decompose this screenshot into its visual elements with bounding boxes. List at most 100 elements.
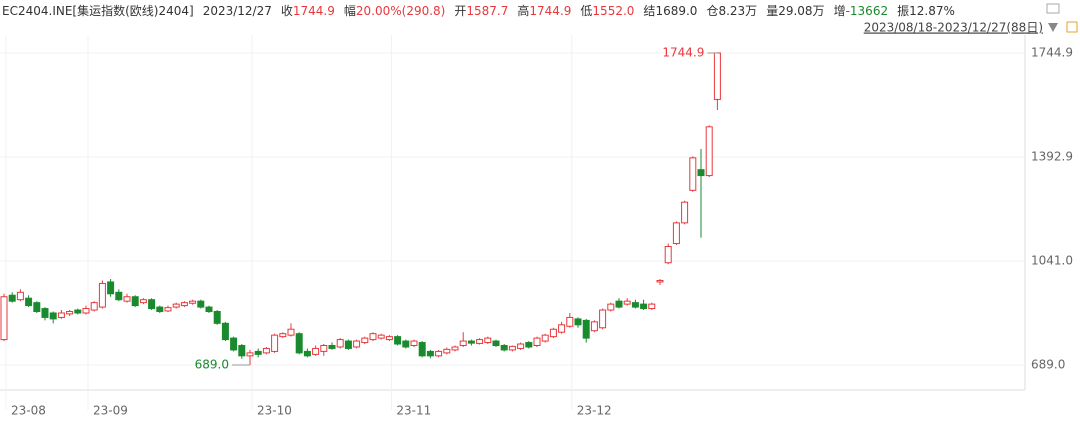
candle-body [492,340,500,346]
candle-body [66,311,74,315]
candle-body [681,201,689,224]
x-tick-label: 23-12 [577,404,612,418]
candle-body [221,322,229,341]
header-item: 幅20.00%(290.8) [344,4,446,18]
candle-body [295,333,303,354]
x-tick-label: 23-10 [257,404,292,418]
candle-body [517,343,525,349]
candle-body [312,347,320,355]
candle-body [148,299,156,310]
candle-body [271,334,279,352]
header-item: 结1689.0 [643,4,697,18]
candle-body [279,333,287,338]
candle-body [98,282,106,308]
candle-body [107,281,115,295]
header-label: 收 [280,4,293,18]
x-tick-label: 23-08 [11,404,46,418]
candle-body [525,342,533,348]
candle-body [90,302,98,311]
candle-body [500,344,508,351]
candle-body [402,340,410,348]
candle-body [648,303,656,310]
candle-body [115,291,123,301]
candle-body [410,340,418,346]
candle-body [361,337,369,344]
header-label: 开 [454,4,467,18]
header-value: 8.23万 [718,4,758,18]
candle-body [0,296,8,341]
header-value: 20.00%(290.8) [355,4,446,18]
candle-body [558,324,566,333]
header-item: 高1744.9 [517,4,571,18]
candle-body [631,302,639,308]
candle-body [426,350,434,357]
candle-body [623,300,631,305]
candle-body [41,308,49,318]
candle-body [459,340,467,346]
candle-body [672,222,680,245]
header-value: 1587.7 [466,4,509,18]
candle-body [476,339,484,344]
header-value: 1744.9 [529,4,572,18]
candle-body [656,279,664,283]
y-tick-label: 1392.9 [1031,149,1073,163]
candle-body [590,321,598,332]
candle-body [443,348,451,354]
candle-body [328,344,336,349]
candle-body [484,337,492,344]
candle-body [508,345,516,351]
candle-body [435,350,443,357]
x-tick-label: 23-11 [396,404,431,418]
x-tick-label: 23-09 [93,404,128,418]
candle-body [385,336,393,341]
annotation-label: 689.0 [195,357,229,371]
candle-body [57,312,65,318]
candle-body [418,342,426,357]
candle-body [353,340,361,348]
candle-body [377,334,385,339]
candle-body [541,334,549,342]
candle-body [582,319,590,339]
candle-body [287,328,295,336]
candle-body [607,303,615,311]
header-label: 高 [517,4,530,18]
candle-body [320,344,328,352]
candle-body [467,340,475,344]
candle-body [131,296,139,307]
candle-body [574,318,582,326]
candle-body [74,309,82,314]
header-value: 1744.9 [292,4,335,18]
candle-body [254,350,262,355]
icon[interactable] [1066,21,1078,33]
candle-body [566,316,574,327]
header-item: 低1552.0 [580,4,634,18]
dropdown-arrow[interactable] [1048,23,1058,32]
header-label: 增 [833,4,846,18]
candle-body [8,294,16,302]
header-label: EC2404.INE[集运指数(欧线)2404] [2,4,194,18]
header: EC2404.INE[集运指数(欧线)2404] 2023/12/27 收1744.… [2,2,964,19]
candle-body [205,306,213,313]
candle-body [156,306,164,313]
candle-body [689,157,697,191]
header-value: 12.87% [909,4,955,18]
candle-body [303,350,311,357]
y-tick-label: 689.0 [1031,357,1065,371]
header-label: 量 [766,4,779,18]
header-item: EC2404.INE[集运指数(欧线)2404] [2,4,194,18]
candle-body [599,309,607,329]
candle-body [713,52,721,100]
date-range[interactable]: 2023/08/18-2023/12/27(88日) [864,21,1043,35]
annotation-label: 1744.9 [662,45,704,59]
candle-body [230,337,238,351]
candle-body [172,303,180,308]
header-item: 收1744.9 [281,4,335,18]
header-item: 仓8.23万 [706,4,757,18]
candle-body [82,308,90,314]
icon[interactable] [1046,3,1060,14]
header-item: 量29.08万 [766,4,824,18]
candle-body [697,169,705,177]
candle-body [197,300,205,308]
candle-body [238,344,246,357]
